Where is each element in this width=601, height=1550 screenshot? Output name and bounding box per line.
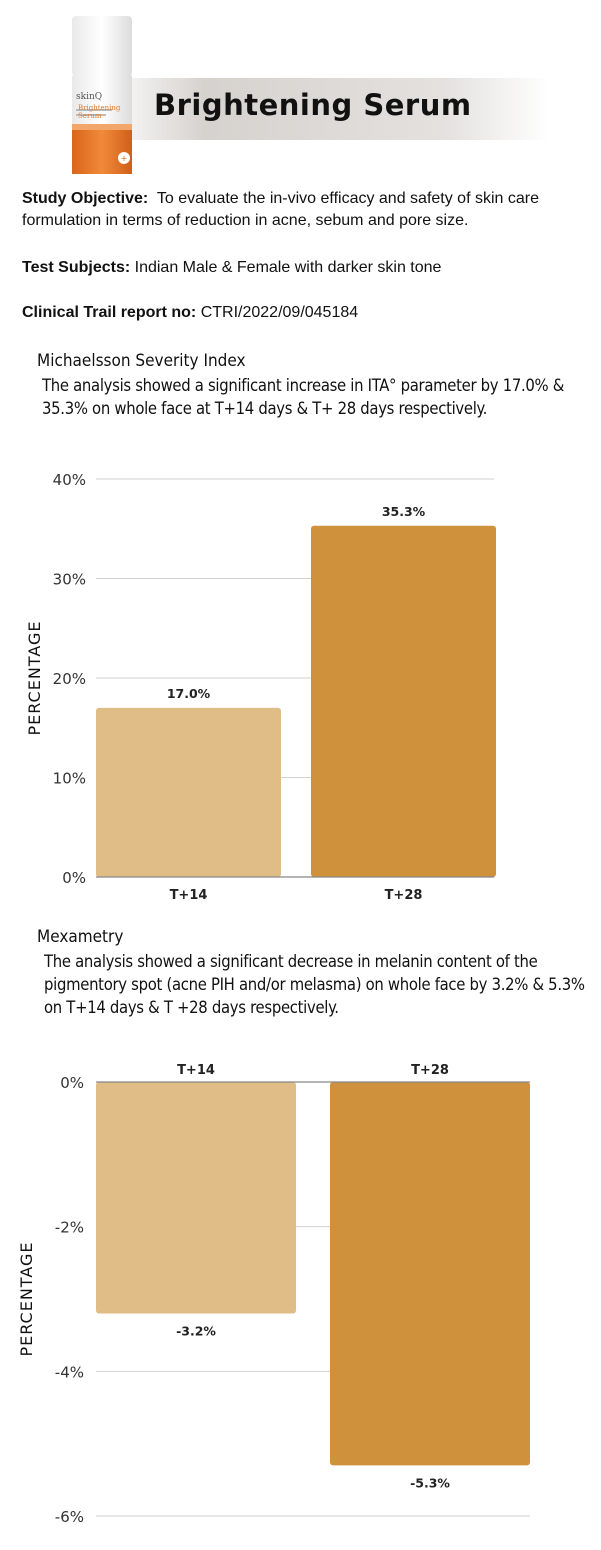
y-tick-label: 40%	[53, 471, 86, 489]
chart-mexametry: 0% -2% -4% -6% PERCENTAGE -3.2% T+14 -5.3% T+28	[17, 1063, 530, 1526]
y-tick-label: 0%	[60, 1074, 84, 1092]
subjects-label: Test Subjects:	[22, 259, 131, 276]
x-tick-label: T+28	[411, 1063, 449, 1078]
section1-text: The analysis showed a significant increa…	[42, 376, 565, 418]
y-axis-label: PERCENTAGE	[25, 620, 44, 735]
section2-text: The analysis showed a significant decrea…	[44, 952, 585, 1017]
subjects-text: Indian Male & Female with darker skin to…	[134, 259, 442, 276]
clinical-report: Clinical Trail report no: CTRI/2022/09/0…	[22, 302, 592, 324]
section2-title: Mexametry	[37, 927, 124, 947]
title-banner	[118, 78, 550, 140]
data-label: -3.2%	[176, 1323, 216, 1338]
report-text: CTRI/2022/09/045184	[200, 304, 359, 321]
section1-title: Michaelsson Severity Index	[37, 351, 246, 371]
bar	[311, 525, 496, 877]
product-bottle-image: +	[72, 16, 132, 174]
chart-michaelsson: 0% 10% 20% 30% 40% PERCENTAGE 17.0% T+14 35.3% T+…	[25, 471, 496, 903]
x-tick-label: T+14	[170, 888, 208, 903]
y-tick-label: 0%	[62, 869, 86, 887]
report-label: Clinical Trail report no:	[22, 304, 197, 321]
objective-label: Study Objective:	[22, 190, 149, 207]
y-tick-label: -4%	[55, 1363, 84, 1381]
y-tick-label: 20%	[53, 670, 86, 688]
header: + skinQ Brightening Serum Brightening Se…	[0, 0, 601, 180]
bar	[330, 1082, 530, 1466]
y-tick-label: -2%	[55, 1219, 84, 1237]
study-objective: Study Objective: To evaluate the in-vivo…	[22, 188, 592, 232]
x-tick-label: T+14	[177, 1063, 215, 1078]
objective-text: To evaluate the in-vivo efficacy and saf…	[22, 190, 539, 229]
x-tick-label: T+28	[385, 888, 423, 903]
bar	[96, 1082, 296, 1314]
y-tick-label: 30%	[53, 571, 86, 589]
bottle-brand-text: skinQ	[76, 92, 103, 102]
y-tick-label: 10%	[53, 770, 86, 788]
bottle-name-text: Brightening Serum	[78, 104, 121, 120]
data-label: 17.0%	[167, 686, 211, 701]
data-label: -5.3%	[410, 1475, 450, 1490]
test-subjects: Test Subjects: Indian Male & Female with…	[22, 257, 592, 279]
bar	[96, 707, 281, 877]
y-axis-label: PERCENTAGE	[17, 1241, 36, 1356]
data-label: 35.3%	[382, 504, 426, 519]
svg-text:+: +	[121, 154, 128, 163]
page-title: Brightening Serum	[154, 88, 472, 122]
y-tick-label: -6%	[55, 1508, 84, 1526]
